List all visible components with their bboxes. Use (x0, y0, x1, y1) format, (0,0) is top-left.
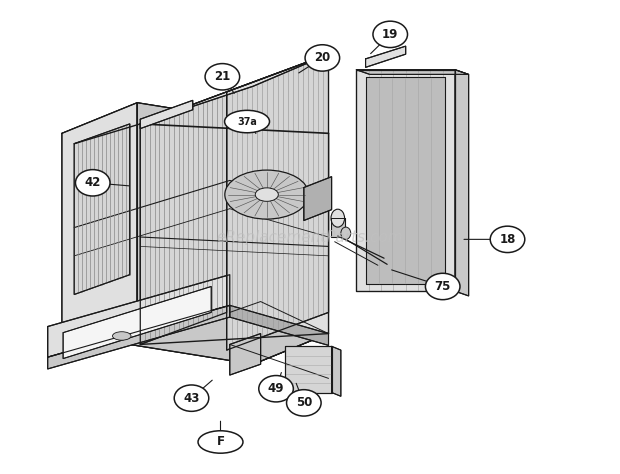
Polygon shape (366, 46, 405, 67)
Ellipse shape (341, 227, 351, 239)
Polygon shape (230, 305, 329, 346)
Ellipse shape (225, 170, 309, 219)
Polygon shape (48, 305, 230, 369)
Polygon shape (304, 177, 332, 220)
Polygon shape (74, 124, 130, 294)
Polygon shape (332, 346, 341, 396)
Circle shape (373, 21, 407, 47)
Circle shape (205, 64, 240, 90)
Polygon shape (140, 100, 193, 128)
Circle shape (259, 375, 293, 402)
Ellipse shape (112, 332, 131, 340)
Polygon shape (253, 133, 329, 364)
Text: 20: 20 (314, 52, 330, 64)
Polygon shape (227, 54, 329, 350)
Text: eReplacementParts.com: eReplacementParts.com (216, 229, 404, 245)
Text: 43: 43 (184, 392, 200, 405)
Text: 50: 50 (296, 396, 312, 410)
Polygon shape (62, 103, 137, 334)
Polygon shape (62, 103, 329, 164)
Circle shape (305, 45, 340, 71)
Polygon shape (62, 303, 329, 364)
Text: 75: 75 (435, 280, 451, 293)
Polygon shape (63, 286, 211, 358)
Polygon shape (140, 92, 227, 345)
Text: 18: 18 (499, 233, 516, 246)
Circle shape (174, 385, 209, 411)
Polygon shape (285, 346, 332, 392)
Text: 21: 21 (215, 70, 231, 83)
Polygon shape (331, 218, 345, 237)
Ellipse shape (198, 431, 243, 453)
Polygon shape (62, 303, 329, 364)
Circle shape (76, 170, 110, 196)
Circle shape (286, 390, 321, 416)
Ellipse shape (255, 188, 278, 201)
Polygon shape (356, 70, 469, 74)
Ellipse shape (331, 209, 345, 227)
Text: 49: 49 (268, 382, 285, 395)
Circle shape (490, 226, 525, 253)
Text: F: F (216, 436, 224, 448)
Polygon shape (48, 275, 230, 357)
Polygon shape (140, 54, 329, 124)
Text: 19: 19 (382, 28, 399, 41)
Polygon shape (230, 334, 260, 375)
Ellipse shape (224, 110, 270, 133)
Polygon shape (137, 103, 329, 334)
Circle shape (425, 273, 460, 300)
Polygon shape (455, 70, 469, 296)
Text: 37a: 37a (237, 117, 257, 127)
Text: 42: 42 (84, 176, 101, 189)
Polygon shape (356, 70, 455, 291)
Polygon shape (366, 77, 445, 284)
